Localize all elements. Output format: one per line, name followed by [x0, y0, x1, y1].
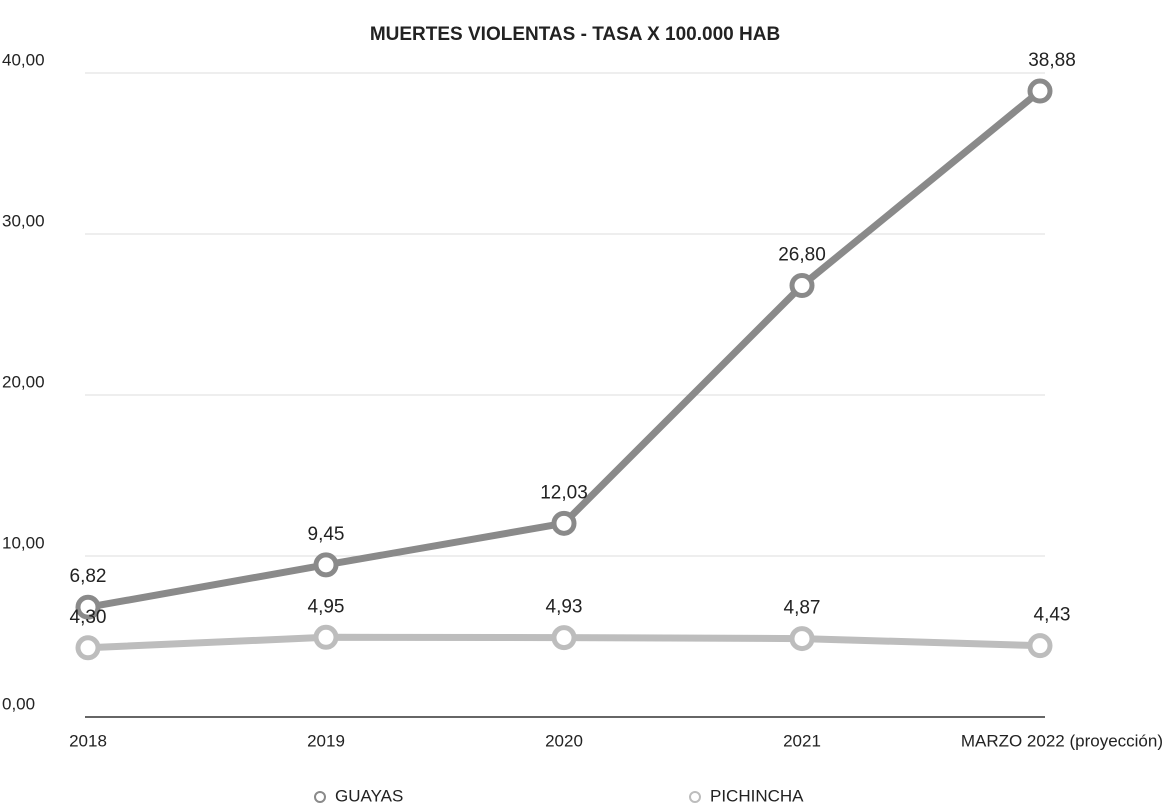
point-marker	[1027, 633, 1053, 659]
point-marker	[551, 625, 577, 651]
legend-label: PICHINCHA	[710, 786, 804, 805]
value-label: 4,43	[1034, 605, 1071, 626]
value-label: 4,93	[546, 597, 583, 618]
value-label: 4,95	[308, 596, 345, 617]
x-tick-label: 2021	[783, 731, 821, 750]
value-label: 4,30	[70, 607, 107, 628]
x-tick-label: 2018	[69, 731, 107, 750]
point-marker	[75, 594, 101, 620]
point-marker	[313, 552, 339, 578]
y-tick-label: 30,00	[2, 211, 45, 230]
y-tick-label: 10,00	[2, 533, 45, 552]
x-tick-label: MARZO 2022 (proyección)	[961, 731, 1163, 750]
value-label: 12,03	[540, 482, 588, 503]
value-label: 6,82	[70, 566, 107, 587]
chart-title: MUERTES VIOLENTAS - TASA X 100.000 HAB	[370, 24, 780, 45]
y-tick-label: 0,00	[2, 694, 35, 713]
point-marker	[1027, 78, 1053, 104]
value-label: 9,45	[308, 524, 345, 545]
point-marker	[313, 624, 339, 650]
point-marker	[75, 635, 101, 661]
legend-label: GUAYAS	[335, 786, 403, 805]
legend-marker	[314, 791, 326, 803]
y-tick-label: 20,00	[2, 372, 45, 391]
value-label: 4,87	[784, 598, 821, 619]
x-tick-label: 2019	[307, 731, 345, 750]
point-marker	[789, 626, 815, 652]
y-tick-label: 40,00	[2, 50, 45, 69]
legend-marker	[689, 791, 701, 803]
x-tick-label: 2020	[545, 731, 583, 750]
value-label: 26,80	[778, 245, 826, 266]
value-label: 38,88	[1028, 50, 1076, 71]
point-marker	[551, 510, 577, 536]
point-marker	[789, 273, 815, 299]
